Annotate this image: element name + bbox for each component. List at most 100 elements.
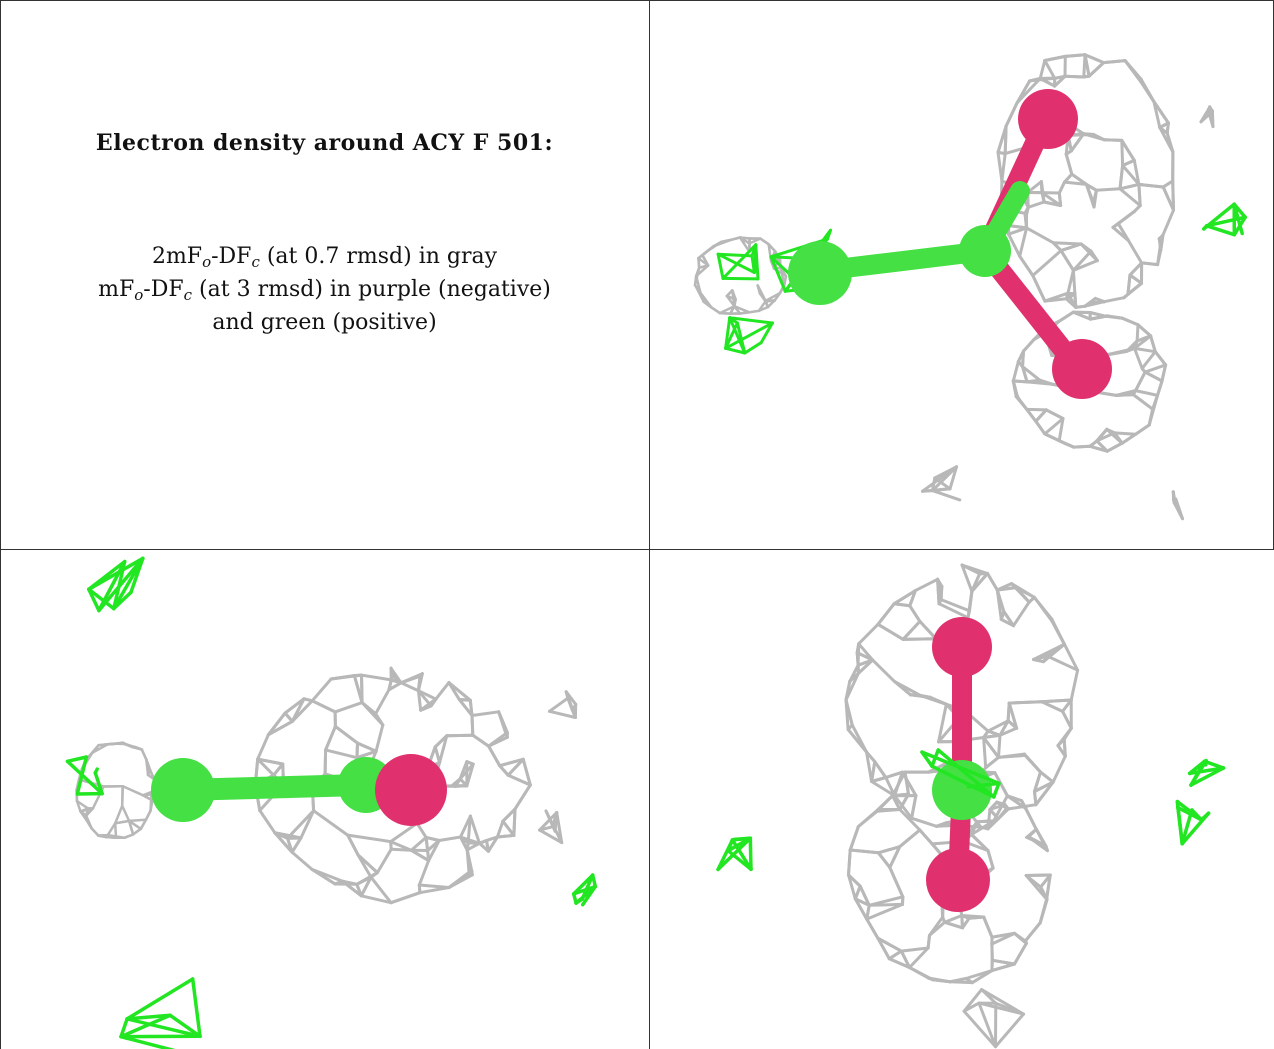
mesh-segment [333,701,364,714]
mesh-segment [870,780,896,798]
cage-segment [920,750,1001,786]
mesh-segment [910,816,938,828]
divider-vertical [649,0,650,1049]
mesh-segment [1033,770,1042,793]
mesh-segment [286,809,316,840]
mesh-segment [360,701,385,727]
mesh-segment [1070,172,1088,186]
mesh-segment [1032,595,1054,621]
mesh-segment [346,833,360,857]
mesh-segment [1143,370,1164,383]
cage-segment [936,748,996,799]
mesh-segment [356,741,378,753]
border-left [0,0,1,1049]
mesh-segment [928,915,945,937]
mesh-segment [1084,182,1095,205]
legend-text: 2mFo-DFc (at 0.7 rmsd) in gray mFo-DFc (… [0,240,649,339]
cage-segment [930,489,962,502]
mesh-segment [1018,226,1029,258]
cage-segment [564,690,574,712]
mesh-segment [1044,408,1065,420]
mesh-segment [1039,885,1049,901]
cage-segment [716,252,756,274]
mesh-segment [498,764,510,777]
mesh-segment [409,835,428,852]
mesh-segment [434,681,451,701]
mesh-segment [1059,249,1075,272]
mesh-segment [892,602,912,608]
mesh-segment [970,833,990,853]
mesh-segment [908,966,931,980]
mesh-segment [1018,254,1035,277]
mesh-segment [1071,268,1077,296]
mesh-segment [1147,393,1159,427]
mesh-segment [936,577,941,606]
mesh-segment [1165,121,1170,135]
mesh-segment [1039,770,1055,784]
mesh-segment [1135,323,1140,343]
mesh-segment [121,784,145,797]
mesh-segment [937,602,970,620]
mesh-segment [131,827,143,836]
mesh-segment [694,266,701,278]
cage-segment [716,252,725,280]
mesh-segment [898,808,922,832]
mesh-segment [1118,164,1125,191]
mesh-segment [998,726,1019,737]
mesh-segment [1013,941,1028,966]
legend-line-2fofc: 2mFo-DFc (at 0.7 rmsd) in gray [151,244,498,271]
mesh-segment [355,741,359,760]
mesh-segment [1128,261,1144,277]
mesh-segment [445,733,475,738]
mesh-segment [498,757,525,768]
mesh-segment [427,839,441,863]
mesh-segment [501,819,516,837]
mesh-segment [1045,873,1052,901]
mesh-segment [1095,427,1109,443]
mesh-segment [457,698,474,717]
mesh-segment [1071,259,1099,272]
cage-segment [65,755,89,764]
mesh-segment [120,804,131,823]
mesh-segment [131,745,144,751]
mesh-segment [506,773,532,787]
cage-segment [1172,501,1184,521]
mesh-segment [1161,208,1175,237]
mesh-segment [887,949,903,961]
mesh-segment [767,242,777,253]
mesh-segment [865,902,904,921]
cage-segment [119,1034,176,1049]
mesh-segment [1061,709,1073,730]
mesh-segment [266,719,294,737]
mesh-segment [389,666,403,685]
mesh-segment [1063,53,1087,58]
mesh-segment [1137,182,1165,189]
mesh-segment [113,819,131,825]
mesh-segment [1149,334,1157,354]
mesh-segment [1083,297,1097,308]
cage-segment [728,316,747,355]
cage-segment [125,977,195,1021]
mesh-segment [1025,407,1048,412]
mesh-segment [258,809,277,835]
cage-segment [125,1017,202,1039]
mesh-segment [1034,408,1048,423]
mesh-segment [323,748,328,776]
view-top-right [650,1,1273,549]
mesh-segment [1136,323,1153,338]
mesh-segment [1088,311,1108,318]
mesh-segment [865,750,874,783]
view-bottom-right [650,550,1273,1049]
mesh-segment [1025,380,1055,386]
mesh-segment [891,770,907,798]
mesh-segment [948,977,968,984]
mesh-segment [415,821,428,839]
mesh-segment [468,698,474,717]
atom-methyl-carbon [788,241,852,305]
cage-segment [992,781,1001,799]
mesh-segment [960,563,989,575]
mesh-segment [748,309,761,314]
cage-segment [724,321,774,350]
mesh-segment [389,891,422,905]
mesh-segment [447,681,472,702]
